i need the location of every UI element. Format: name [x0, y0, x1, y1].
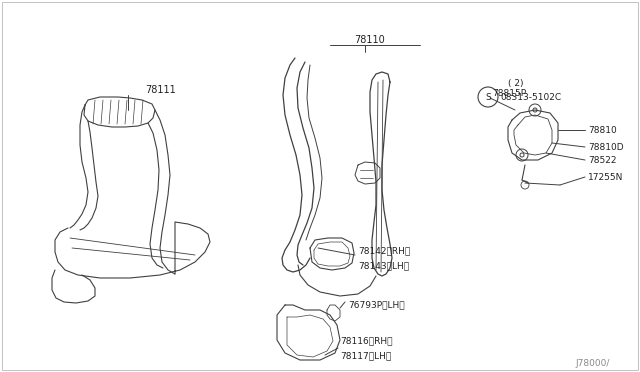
Text: 78111: 78111 — [145, 85, 176, 95]
Text: 78117〈LH〉: 78117〈LH〉 — [340, 351, 391, 360]
Text: J78000/: J78000/ — [575, 359, 610, 368]
Text: 78810: 78810 — [588, 125, 617, 135]
Circle shape — [520, 153, 524, 157]
Text: 78143〈LH〉: 78143〈LH〉 — [358, 261, 409, 270]
Text: 76793P〈LH〉: 76793P〈LH〉 — [348, 301, 404, 310]
Text: 78142〈RH〉: 78142〈RH〉 — [358, 246, 410, 255]
Text: ( 2): ( 2) — [508, 78, 524, 87]
Text: 08313-5102C: 08313-5102C — [500, 93, 561, 102]
Text: 78810D: 78810D — [588, 142, 623, 151]
Text: 78116〈RH〉: 78116〈RH〉 — [340, 336, 392, 345]
Circle shape — [533, 108, 537, 112]
Text: S: S — [485, 93, 491, 102]
Text: 17255N: 17255N — [588, 173, 623, 182]
Text: 78815P: 78815P — [492, 89, 526, 97]
Text: 78522: 78522 — [588, 155, 616, 164]
Text: 78110: 78110 — [355, 35, 385, 45]
